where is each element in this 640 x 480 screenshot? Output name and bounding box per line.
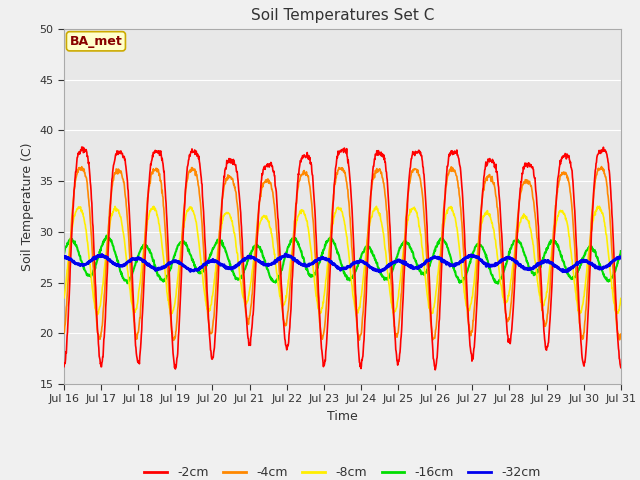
- Y-axis label: Soil Temperature (C): Soil Temperature (C): [21, 142, 34, 271]
- X-axis label: Time: Time: [327, 410, 358, 423]
- Legend: -2cm, -4cm, -8cm, -16cm, -32cm: -2cm, -4cm, -8cm, -16cm, -32cm: [140, 461, 545, 480]
- Title: Soil Temperatures Set C: Soil Temperatures Set C: [251, 9, 434, 24]
- Text: BA_met: BA_met: [70, 35, 122, 48]
